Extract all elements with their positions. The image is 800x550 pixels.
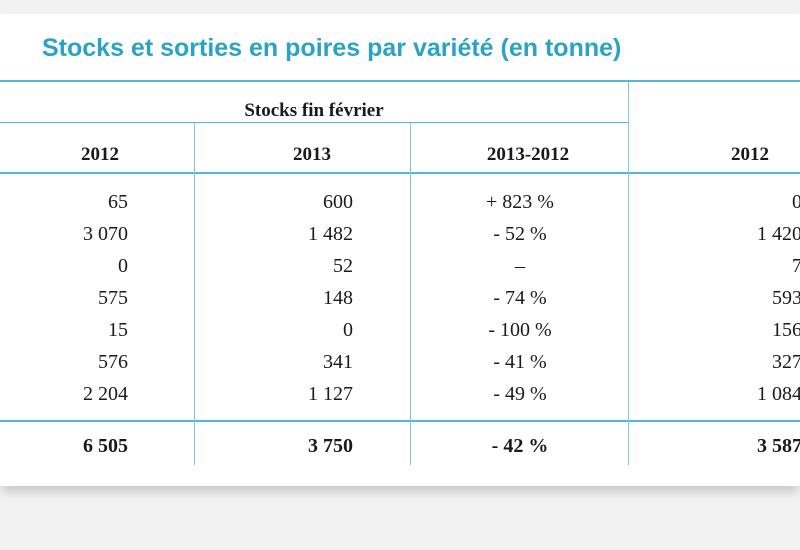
table-cell-r3-c0: 575 — [98, 287, 128, 309]
table-cell-r4-c1: 0 — [343, 319, 353, 341]
rule-total — [0, 420, 800, 422]
group-header-stocks: Stocks fin février — [244, 100, 384, 121]
table-cell-r5-c3: 327 — [772, 351, 800, 373]
table-card: Stocks et sorties en poires par variété … — [0, 14, 800, 486]
table-cell-r0-c1: 600 — [323, 191, 353, 213]
table-cell-r3-c2: - 74 % — [493, 287, 547, 309]
table-cell-r1-c0: 3 070 — [83, 223, 128, 245]
divider-3 — [628, 82, 629, 465]
total-cell-3: 3 587 — [757, 435, 800, 457]
table-cell-r2-c3: 7 — [792, 255, 800, 277]
table-cell-r0-c2: + 823 % — [486, 191, 554, 213]
column-header-2013: 2013 — [293, 144, 331, 165]
table-cell-r0-c3: 0 — [792, 191, 800, 213]
table-cell-r6-c1: 1 127 — [308, 383, 353, 405]
column-header-sorties-2012: 2012 — [731, 144, 769, 165]
total-cell-2: - 42 % — [491, 435, 549, 457]
table-cell-r6-c0: 2 204 — [83, 383, 128, 405]
total-cell-1: 3 750 — [308, 435, 353, 457]
table-cell-r4-c0: 15 — [108, 319, 128, 341]
table-cell-r1-c1: 1 482 — [308, 223, 353, 245]
divider-1 — [194, 123, 195, 465]
table-cell-r1-c2: - 52 % — [493, 223, 547, 245]
rule-group — [0, 122, 628, 123]
table-cell-r5-c1: 341 — [323, 351, 353, 373]
column-header-2012: 2012 — [81, 144, 119, 165]
table-title: Stocks et sorties en poires par variété … — [42, 34, 622, 62]
table-cell-r2-c2: – — [515, 255, 525, 277]
table-cell-r4-c2: - 100 % — [488, 319, 552, 341]
table-cell-r6-c3: 1 084 — [757, 383, 800, 405]
table-cell-r4-c3: 156 — [772, 319, 800, 341]
rule-top — [0, 80, 800, 82]
table-cell-r1-c3: 1 420 — [757, 223, 800, 245]
table-cell-r3-c1: 148 — [323, 287, 353, 309]
divider-2 — [410, 123, 411, 465]
table-cell-r2-c1: 52 — [333, 255, 353, 277]
column-header-diff: 2013-2012 — [486, 144, 570, 165]
table-cell-r0-c0: 65 — [108, 191, 128, 213]
table-cell-r2-c0: 0 — [118, 255, 128, 277]
table-cell-r3-c3: 593 — [772, 287, 800, 309]
table-cell-r5-c0: 576 — [98, 351, 128, 373]
total-cell-0: 6 505 — [83, 435, 128, 457]
table-cell-r6-c2: - 49 % — [493, 383, 547, 405]
rule-header — [0, 172, 800, 174]
table-cell-r5-c2: - 41 % — [493, 351, 547, 373]
